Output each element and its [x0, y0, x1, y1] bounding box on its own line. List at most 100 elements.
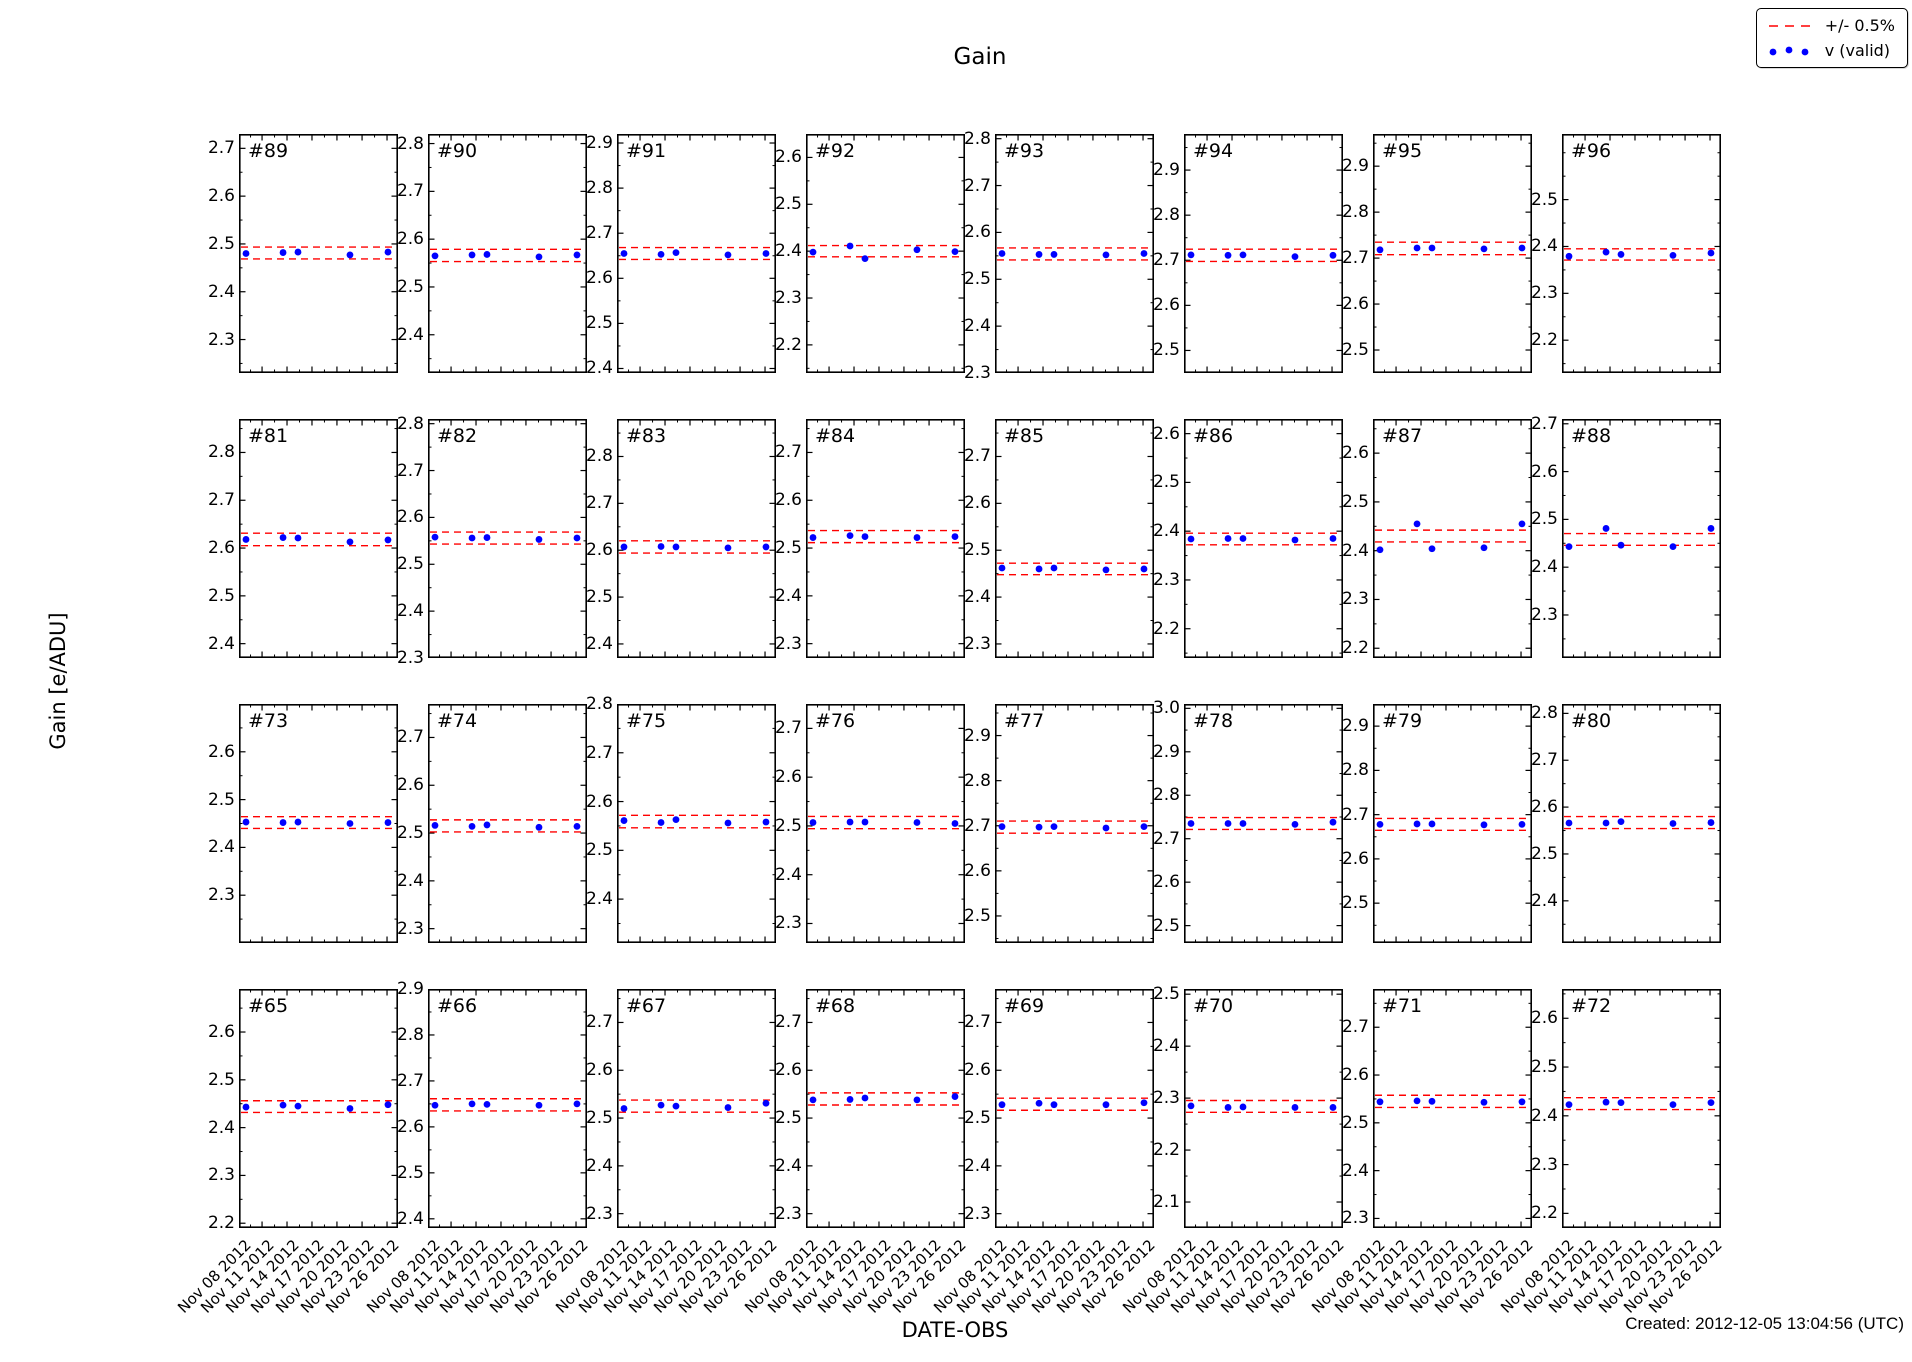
data-point — [346, 1105, 354, 1112]
y-tick-label: 2.9 — [963, 725, 991, 746]
y-tick-label: 2.7 — [1341, 248, 1369, 269]
data-point — [1376, 820, 1384, 828]
data-point — [468, 534, 476, 542]
subplot-canvas — [806, 989, 965, 1228]
y-tick-label: 2.4 — [963, 316, 991, 337]
data-point — [573, 1100, 581, 1108]
y-tick-label: 2.5 — [774, 538, 802, 559]
y-tick-label: 2.4 — [774, 241, 802, 262]
data-point — [384, 819, 392, 826]
y-tick-label: 2.5 — [585, 840, 613, 861]
y-tick-label: 2.6 — [1152, 872, 1180, 893]
data-point — [1602, 525, 1610, 532]
y-tick-label: 2.6 — [396, 507, 424, 528]
data-point — [1376, 246, 1384, 254]
y-tick-label: 2.5 — [1341, 893, 1369, 914]
y-tick-label: 2.6 — [963, 222, 991, 243]
data-point — [672, 543, 680, 551]
subplot-76: #76 — [806, 704, 965, 943]
y-tick-label: 2.9 — [1152, 160, 1180, 181]
y-tick-label: 2.4 — [207, 633, 235, 654]
y-tick-label: 2.6 — [1152, 423, 1180, 444]
data-point — [998, 250, 1006, 257]
data-point — [1291, 1104, 1299, 1111]
data-point — [762, 250, 770, 257]
y-tick-label: 2.9 — [396, 979, 424, 999]
y-tick-label: 2.4 — [1530, 557, 1558, 578]
y-tick-label: 2.6 — [963, 493, 991, 514]
data-point — [1707, 819, 1715, 826]
subplot-73: #73 — [239, 704, 398, 943]
subplot-72: #72 — [1562, 989, 1721, 1228]
data-point — [1291, 536, 1299, 544]
data-point — [657, 819, 665, 826]
data-point — [1413, 520, 1421, 528]
data-point — [1102, 824, 1110, 832]
data-point — [1617, 1099, 1625, 1107]
data-point — [384, 536, 392, 544]
subplot-canvas — [617, 134, 776, 373]
subplot-83: #83 — [617, 419, 776, 658]
y-tick-label: 2.3 — [396, 918, 424, 939]
subplot-id-label: #72 — [1571, 995, 1612, 1017]
subplot-id-label: #75 — [626, 710, 667, 732]
y-tick-label: 2.8 — [1341, 760, 1369, 781]
y-tick-label: 2.4 — [1152, 521, 1180, 542]
data-point — [1050, 564, 1058, 572]
data-point — [1140, 565, 1148, 573]
legend: +/- 0.5% v (valid) — [1755, 8, 1908, 68]
y-tick-label: 2.6 — [1530, 797, 1558, 818]
y-tick-label: 2.8 — [585, 694, 613, 714]
y-tick-label: 2.7 — [1152, 250, 1180, 271]
subplot-id-label: #82 — [437, 425, 478, 447]
y-tick-label: 2.4 — [585, 1155, 613, 1176]
y-tick-label: 2.7 — [396, 181, 424, 202]
y-tick-label: 2.5 — [396, 276, 424, 297]
data-point — [1669, 1101, 1677, 1108]
data-point — [861, 255, 869, 263]
data-point — [1291, 253, 1299, 261]
subplot-88: #88 — [1562, 419, 1721, 658]
data-point — [1329, 535, 1337, 542]
figure-title: Gain — [953, 44, 1007, 70]
subplot-95: #95 — [1373, 134, 1532, 373]
y-tick-label: 2.6 — [207, 741, 235, 762]
data-point — [573, 534, 581, 542]
data-point — [1050, 1101, 1058, 1109]
subplot-id-label: #94 — [1193, 140, 1234, 162]
y-tick-label: 2.6 — [774, 490, 802, 511]
subplot-65: #65 — [239, 989, 398, 1228]
y-tick-label: 2.5 — [774, 1108, 802, 1129]
data-point — [384, 248, 392, 256]
y-tick-label: 2.6 — [774, 147, 802, 168]
data-point — [1602, 1098, 1610, 1106]
data-point — [431, 252, 439, 260]
subplot-id-label: #80 — [1571, 710, 1612, 732]
data-point — [1480, 1098, 1488, 1106]
legend-entry-points: v (valid) — [1767, 41, 1895, 60]
subplot-canvas — [806, 419, 965, 658]
subplot-id-label: #70 — [1193, 995, 1234, 1017]
data-point — [573, 822, 581, 830]
data-point — [242, 1103, 250, 1111]
data-point — [279, 819, 287, 826]
subplot-canvas — [1184, 419, 1343, 658]
y-tick-label: 2.7 — [1152, 828, 1180, 849]
subplot-canvas — [995, 704, 1154, 943]
data-point — [1140, 1099, 1148, 1107]
data-point — [861, 818, 869, 826]
y-tick-label: 2.6 — [1341, 848, 1369, 869]
data-point — [483, 534, 491, 541]
data-point — [1035, 565, 1043, 573]
data-point — [1224, 820, 1232, 827]
y-tick-label: 2.7 — [774, 442, 802, 463]
y-tick-label: 2.2 — [774, 334, 802, 355]
y-tick-label: 2.3 — [963, 1203, 991, 1224]
y-tick-label: 2.8 — [396, 133, 424, 154]
y-tick-label: 2.6 — [1341, 443, 1369, 464]
data-point — [861, 533, 869, 540]
data-point — [1376, 1098, 1384, 1106]
y-tick-label: 2.4 — [1152, 1036, 1180, 1057]
data-point — [1291, 820, 1299, 828]
